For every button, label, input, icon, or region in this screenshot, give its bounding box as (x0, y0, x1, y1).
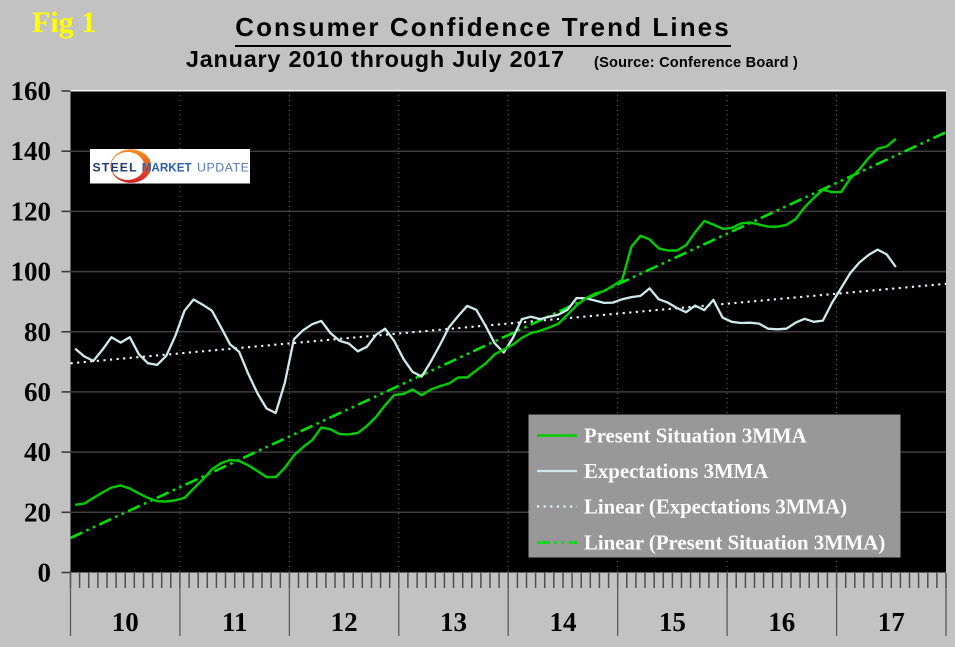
svg-text:16: 16 (768, 607, 795, 637)
svg-text:0: 0 (38, 558, 52, 588)
svg-text:17: 17 (878, 607, 905, 637)
svg-text:Linear (Present Situation 3MMA: Linear (Present Situation 3MMA) (584, 532, 885, 555)
svg-text:60: 60 (24, 377, 51, 407)
svg-text:15: 15 (659, 607, 686, 637)
svg-text:Expectations 3MMA: Expectations 3MMA (584, 460, 768, 483)
svg-text:120: 120 (11, 196, 52, 226)
svg-text:MARKET: MARKET (142, 161, 193, 174)
svg-text:11: 11 (222, 607, 248, 637)
svg-text:Present Situation 3MMA: Present Situation 3MMA (584, 425, 807, 448)
svg-text:UPDATE: UPDATE (197, 160, 249, 174)
svg-text:Linear (Expectations 3MMA): Linear (Expectations 3MMA) (584, 496, 847, 519)
svg-text:13: 13 (440, 607, 467, 637)
svg-text:20: 20 (24, 497, 51, 527)
svg-text:160: 160 (11, 76, 52, 106)
svg-text:14: 14 (550, 607, 577, 637)
svg-text:80: 80 (24, 317, 51, 347)
svg-text:140: 140 (11, 136, 52, 166)
svg-text:40: 40 (24, 437, 51, 467)
svg-text:10: 10 (112, 607, 139, 637)
svg-text:12: 12 (331, 607, 358, 637)
svg-text:STEEL: STEEL (93, 160, 138, 174)
svg-text:100: 100 (11, 257, 52, 287)
